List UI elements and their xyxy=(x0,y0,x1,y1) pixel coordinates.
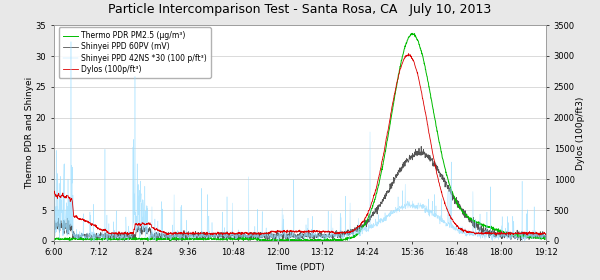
Shinyei PPD 60PV (mV) xyxy=(290,234,297,237)
Dylos (100p/ft³) xyxy=(405,52,412,55)
Shinyei PPD 60PV (mV) xyxy=(438,177,445,180)
Dylos (100p/ft³) xyxy=(76,217,83,221)
Text: Particle Intercomparison Test - Santa Rosa, CA   July 10, 2013: Particle Intercomparison Test - Santa Ro… xyxy=(109,3,491,16)
Shinyei PPD 42NS *30 (100 p/ft³) xyxy=(290,178,298,181)
Shinyei PPD 60PV (mV) xyxy=(529,234,536,237)
Dylos (100p/ft³) xyxy=(536,234,543,237)
Dylos (100p/ft³) xyxy=(50,192,58,195)
Line: Dylos (100p/ft³): Dylos (100p/ft³) xyxy=(54,54,546,235)
Shinyei PPD 42NS *30 (100 p/ft³) xyxy=(277,235,284,239)
Shinyei PPD 60PV (mV) xyxy=(542,238,550,241)
Shinyei PPD 60PV (mV) xyxy=(50,224,58,227)
Legend: Thermo PDR PM2.5 (μg/m³), Shinyei PPD 60PV (mV), Shinyei PPD 42NS *30 (100 p/ft³: Thermo PDR PM2.5 (μg/m³), Shinyei PPD 60… xyxy=(59,27,211,78)
Y-axis label: Thermo PDR and Shinyei: Thermo PDR and Shinyei xyxy=(25,77,34,189)
Shinyei PPD 42NS *30 (100 p/ft³) xyxy=(529,234,536,237)
Dylos (100p/ft³) xyxy=(542,233,550,236)
Shinyei PPD 60PV (mV) xyxy=(277,234,284,237)
Thermo PDR PM2.5 (μg/m³) xyxy=(529,236,536,239)
Shinyei PPD 60PV (mV) xyxy=(104,239,111,242)
Thermo PDR PM2.5 (μg/m³) xyxy=(50,237,58,241)
Dylos (100p/ft³) xyxy=(277,230,284,233)
Dylos (100p/ft³) xyxy=(529,232,536,235)
Thermo PDR PM2.5 (μg/m³) xyxy=(277,238,284,241)
Shinyei PPD 60PV (mV) xyxy=(418,145,425,148)
Line: Shinyei PPD 60PV (mV): Shinyei PPD 60PV (mV) xyxy=(54,146,546,241)
Thermo PDR PM2.5 (μg/m³) xyxy=(529,236,536,239)
Thermo PDR PM2.5 (μg/m³) xyxy=(438,153,445,156)
X-axis label: Time (PDT): Time (PDT) xyxy=(275,263,325,272)
Shinyei PPD 42NS *30 (100 p/ft³) xyxy=(67,40,74,43)
Thermo PDR PM2.5 (μg/m³) xyxy=(259,239,266,242)
Dylos (100p/ft³) xyxy=(290,230,297,233)
Shinyei PPD 42NS *30 (100 p/ft³) xyxy=(542,233,550,237)
Shinyei PPD 42NS *30 (100 p/ft³) xyxy=(529,233,536,236)
Shinyei PPD 42NS *30 (100 p/ft³) xyxy=(50,205,58,208)
Shinyei PPD 42NS *30 (100 p/ft³) xyxy=(438,219,445,223)
Thermo PDR PM2.5 (μg/m³) xyxy=(76,238,83,241)
Dylos (100p/ft³) xyxy=(438,190,445,193)
Shinyei PPD 42NS *30 (100 p/ft³) xyxy=(76,237,83,240)
Shinyei PPD 42NS *30 (100 p/ft³) xyxy=(88,239,95,242)
Shinyei PPD 60PV (mV) xyxy=(529,234,536,237)
Thermo PDR PM2.5 (μg/m³) xyxy=(409,32,416,35)
Line: Thermo PDR PM2.5 (μg/m³): Thermo PDR PM2.5 (μg/m³) xyxy=(54,33,546,241)
Y-axis label: Dylos (100p/ft3): Dylos (100p/ft3) xyxy=(576,96,585,170)
Line: Shinyei PPD 42NS *30 (100 p/ft³): Shinyei PPD 42NS *30 (100 p/ft³) xyxy=(54,42,546,241)
Thermo PDR PM2.5 (μg/m³) xyxy=(542,236,550,240)
Thermo PDR PM2.5 (μg/m³) xyxy=(290,239,297,242)
Shinyei PPD 60PV (mV) xyxy=(76,235,83,239)
Dylos (100p/ft³) xyxy=(528,231,535,234)
